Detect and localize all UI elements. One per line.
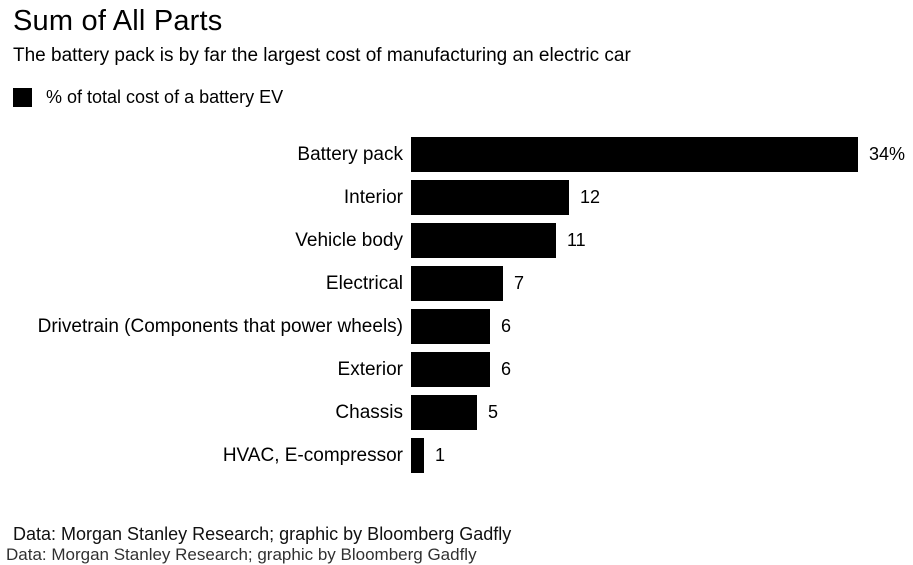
bar-label: Chassis [335,402,403,423]
bar-value: 11 [567,230,586,250]
footer-source-clipped: Data: Morgan Stanley Research; graphic b… [6,545,477,564]
bar-label: Interior [343,187,403,208]
bar-label: Drivetrain (Components that power wheels… [37,316,403,337]
bar-chart: Battery pack 34% Interior 12 Vehicle bod… [0,137,913,481]
legend-label: % of total cost of a battery EV [46,87,284,107]
bar-value: 6 [501,359,512,379]
bar-label: HVAC, E-compressor [222,445,403,466]
chart-row: Vehicle body 11 [0,223,913,258]
bar-label: Exterior [337,359,403,380]
chart-title: Sum of All Parts [13,5,223,37]
bar [411,438,424,473]
legend-swatch-icon [13,88,32,107]
chart-row: Drivetrain (Components that power wheels… [0,309,913,344]
bar-value: 6 [501,316,512,336]
bar [411,266,503,301]
bar-value: 7 [514,273,525,293]
bar [411,137,858,172]
bar [411,395,477,430]
chart-page: { "header": { "title": "Sum of All Parts… [0,5,913,564]
chart-subtitle: The battery pack is by far the largest c… [13,45,631,66]
chart-row: Battery pack 34% [0,137,913,172]
chart-row: HVAC, E-compressor 1 [0,438,913,473]
bar-label: Vehicle body [295,230,403,251]
bar-value: 12 [580,187,601,207]
legend: % of total cost of a battery EV [13,88,283,107]
chart-row: Exterior 6 [0,352,913,387]
bar-label: Battery pack [297,144,403,165]
bar-value: 34% [869,144,906,164]
chart-row: Interior 12 [0,180,913,215]
bar [411,309,490,344]
chart-row: Chassis 5 [0,395,913,430]
bar [411,352,490,387]
bar-value: 1 [435,445,446,465]
bar-value: 5 [488,402,499,422]
bar-label: Electrical [325,273,403,294]
chart-row: Electrical 7 [0,266,913,301]
bar [411,180,569,215]
bar [411,223,556,258]
footer-source: Data: Morgan Stanley Research; graphic b… [13,524,512,544]
